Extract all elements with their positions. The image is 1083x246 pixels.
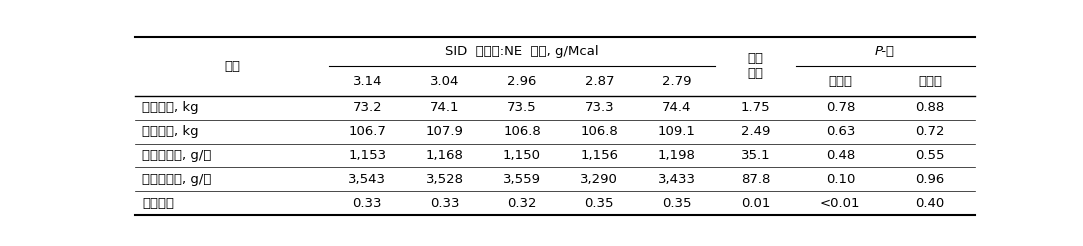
Text: 1,168: 1,168 <box>426 149 464 162</box>
Text: 2.87: 2.87 <box>585 75 614 88</box>
Text: 3,528: 3,528 <box>426 173 464 186</box>
Text: 73.5: 73.5 <box>507 101 537 114</box>
Text: 0.78: 0.78 <box>825 101 854 114</box>
Text: 107.9: 107.9 <box>426 125 464 138</box>
Text: 1,150: 1,150 <box>503 149 542 162</box>
Text: 109.1: 109.1 <box>657 125 695 138</box>
Text: P-값: P-값 <box>875 45 896 58</box>
Text: 공선성: 공선성 <box>918 75 942 88</box>
Text: 73.3: 73.3 <box>585 101 614 114</box>
Text: 1,153: 1,153 <box>349 149 387 162</box>
Text: 항목: 항목 <box>224 60 240 73</box>
Text: 3,290: 3,290 <box>580 173 618 186</box>
Text: 3.04: 3.04 <box>430 75 459 88</box>
Text: 0.01: 0.01 <box>741 197 770 210</box>
Text: 3.14: 3.14 <box>353 75 382 88</box>
Text: 0.48: 0.48 <box>825 149 854 162</box>
Text: 3,559: 3,559 <box>503 173 542 186</box>
Text: 2.79: 2.79 <box>662 75 691 88</box>
Text: 0.63: 0.63 <box>825 125 854 138</box>
Text: 0.96: 0.96 <box>915 173 944 186</box>
Text: 2.49: 2.49 <box>741 125 770 138</box>
Text: 0.72: 0.72 <box>915 125 944 138</box>
Text: SID  라이신:NE  비율, g/Mcal: SID 라이신:NE 비율, g/Mcal <box>445 45 599 58</box>
Text: 0.40: 0.40 <box>915 197 944 210</box>
Text: 106.8: 106.8 <box>504 125 540 138</box>
Text: 시작체중, kg: 시작체중, kg <box>142 101 198 114</box>
Text: 1,198: 1,198 <box>657 149 695 162</box>
Text: 0.10: 0.10 <box>825 173 854 186</box>
Text: <0.01: <0.01 <box>820 197 861 210</box>
Text: 0.33: 0.33 <box>430 197 459 210</box>
Text: 3,433: 3,433 <box>657 173 695 186</box>
Text: 1.75: 1.75 <box>741 101 770 114</box>
Text: 3,543: 3,543 <box>349 173 387 186</box>
Text: 106.7: 106.7 <box>349 125 387 138</box>
Text: 73.2: 73.2 <box>353 101 382 114</box>
Text: 종료체중, kg: 종료체중, kg <box>142 125 198 138</box>
Text: 74.1: 74.1 <box>430 101 459 114</box>
Text: 87.8: 87.8 <box>741 173 770 186</box>
Text: 0.55: 0.55 <box>915 149 944 162</box>
Text: 일당섭취량, g/일: 일당섭취량, g/일 <box>142 173 211 186</box>
Text: 0.88: 0.88 <box>915 101 944 114</box>
Text: 0.32: 0.32 <box>507 197 537 210</box>
Text: 0.35: 0.35 <box>585 197 614 210</box>
Text: 1,156: 1,156 <box>580 149 618 162</box>
Text: 106.8: 106.8 <box>580 125 618 138</box>
Text: 74.4: 74.4 <box>662 101 691 114</box>
Text: 직선성: 직선성 <box>828 75 852 88</box>
Text: 2.96: 2.96 <box>507 75 537 88</box>
Text: 0.35: 0.35 <box>662 197 691 210</box>
Text: 표준
오차: 표준 오차 <box>747 52 764 80</box>
Text: 35.1: 35.1 <box>741 149 770 162</box>
Text: 사료효율: 사료효율 <box>142 197 174 210</box>
Text: 일당증체량, g/일: 일당증체량, g/일 <box>142 149 211 162</box>
Text: 0.33: 0.33 <box>353 197 382 210</box>
